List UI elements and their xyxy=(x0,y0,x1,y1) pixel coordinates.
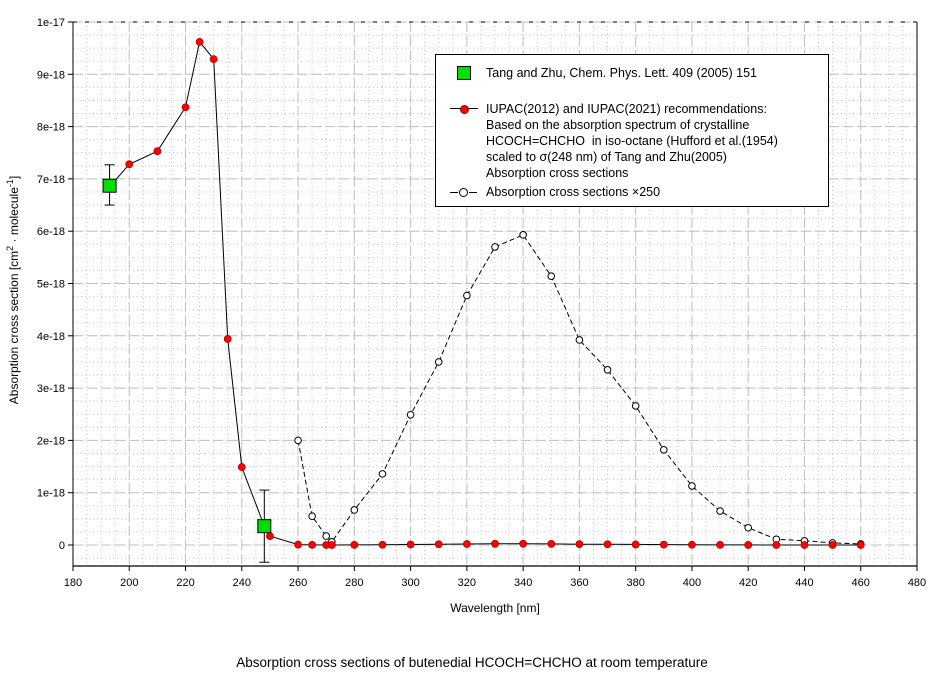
open-circle-marker xyxy=(434,358,443,366)
red-circle-marker xyxy=(659,540,668,549)
green-square-marker xyxy=(102,178,117,193)
y-tick-label: 8e-18 xyxy=(37,122,65,134)
red-circle-marker xyxy=(153,147,162,156)
x-tick-label: 380 xyxy=(626,577,644,589)
y-tick-label: 5e-18 xyxy=(37,279,65,291)
x-tick-label: 220 xyxy=(176,577,194,589)
open-circle-marker xyxy=(350,506,359,514)
x-axis-ticks: 180 200 220 240 260 280 300 320 340 360 380 400 420 4… xyxy=(64,566,926,589)
red-circle-marker xyxy=(378,540,387,549)
open-circle-marker xyxy=(631,402,640,410)
x-tick-label: 320 xyxy=(458,577,476,589)
red-circle-marker xyxy=(125,160,134,169)
y-tick-label: 1e-17 xyxy=(37,17,65,29)
y-tick-label: 1e-18 xyxy=(37,488,65,500)
legend-box: Tang and Zhu, Chem. Phys. Lett. 409 (200… xyxy=(435,54,829,207)
x-tick-label: 260 xyxy=(289,577,307,589)
open-circle-marker xyxy=(491,243,499,251)
open-circle-marker xyxy=(603,365,612,374)
legend-item-iupac: IUPAC(2012) and IUPAC(2021) recommendati… xyxy=(436,101,828,181)
legend-item-x250: Absorption cross sections ×250 xyxy=(436,184,828,200)
x-tick-label: 340 xyxy=(514,577,532,589)
series-iupac xyxy=(105,37,865,549)
series-tang-zhu xyxy=(102,164,272,563)
red-circle-marker xyxy=(800,541,809,549)
x-tick-label: 180 xyxy=(64,577,82,589)
open-circle-marker xyxy=(294,436,302,445)
red-circle-marker xyxy=(308,540,317,549)
red-circle-marker xyxy=(547,540,556,548)
open-circle-marker xyxy=(463,291,471,300)
open-circle-marker xyxy=(519,231,527,239)
red-circle-marker xyxy=(519,539,528,548)
red-circle-marker xyxy=(209,55,218,64)
y-tick-label: 6e-18 xyxy=(37,226,65,238)
open-circle-marker xyxy=(322,532,331,540)
open-circle-marker xyxy=(688,482,696,490)
open-circle-marker xyxy=(378,470,387,478)
y-tick-label: 9e-18 xyxy=(37,69,65,81)
red-circle-marker xyxy=(772,541,781,549)
red-circle-marker xyxy=(266,532,274,541)
red-circle-marker xyxy=(828,541,837,549)
x-tick-label: 300 xyxy=(401,577,419,589)
red-circle-marker xyxy=(350,540,359,549)
open-circle-marker xyxy=(308,512,316,521)
legend-label: IUPAC(2012) and IUPAC(2021) recommendati… xyxy=(486,102,778,180)
x-tick-label: 420 xyxy=(739,577,757,589)
green-square-marker-icon xyxy=(444,65,478,81)
red-circle-marker xyxy=(195,37,204,46)
red-circle-marker xyxy=(294,540,302,549)
open-circle-marker xyxy=(744,523,753,532)
red-circle-marker xyxy=(856,541,865,549)
red-circle-marker xyxy=(575,540,584,549)
series-x250-dashed xyxy=(294,231,865,548)
y-tick-label: 2e-18 xyxy=(37,435,65,447)
red-circle-marker xyxy=(603,540,612,549)
x-tick-label: 440 xyxy=(795,577,813,589)
red-circle-marker xyxy=(406,540,415,549)
open-circle-marker xyxy=(716,507,724,515)
open-circle-marker xyxy=(660,446,668,454)
y-tick-label: 3e-18 xyxy=(37,383,65,395)
x-axis-title: Wavelength [nm] xyxy=(450,601,540,615)
red-circle-marker xyxy=(716,540,724,549)
x-tick-label: 240 xyxy=(233,577,251,589)
red-circle-marker xyxy=(434,540,443,549)
open-circle-marker xyxy=(575,336,584,344)
open-circle-dashed-marker-icon xyxy=(444,184,478,200)
x-tick-label: 280 xyxy=(345,577,363,589)
x-tick-label: 400 xyxy=(683,577,701,589)
y-axis-ticks: 0 1e-18 2e-18 3e-18 4e-18 5e-18 6e-18 7e-18 8e-1… xyxy=(37,17,73,552)
red-circle-marker xyxy=(327,541,336,549)
red-circle-marker xyxy=(491,539,499,548)
x-tick-label: 480 xyxy=(908,577,926,589)
y-tick-label: 0 xyxy=(59,540,65,552)
legend-item-tang-zhu: Tang and Zhu, Chem. Phys. Lett. 409 (200… xyxy=(436,65,828,81)
red-circle-marker xyxy=(181,103,190,112)
x-tick-label: 460 xyxy=(852,577,870,589)
x-tick-label: 200 xyxy=(120,577,138,589)
red-circle-marker xyxy=(237,463,246,471)
y-tick-label: 7e-18 xyxy=(37,174,65,186)
red-circle-marker xyxy=(223,335,232,343)
red-circle-marker xyxy=(462,540,471,548)
red-circle-marker xyxy=(688,540,696,549)
open-circle-marker xyxy=(547,272,556,280)
red-circle-line-marker-icon xyxy=(444,101,478,117)
red-circle-marker xyxy=(631,540,640,549)
x-tick-label: 360 xyxy=(570,577,588,589)
legend-label: Absorption cross sections ×250 xyxy=(486,185,661,199)
open-circle-marker xyxy=(406,410,415,419)
red-circle-marker xyxy=(744,541,753,549)
chart-caption: Absorption cross sections of butenedial … xyxy=(236,655,708,670)
legend-label: Tang and Zhu, Chem. Phys. Lett. 409 (200… xyxy=(486,66,758,80)
y-tick-label: 4e-18 xyxy=(37,331,65,343)
green-square-marker xyxy=(257,519,272,534)
axes-frame xyxy=(72,21,918,567)
y-axis-title: Absorption cross section [cm2 · molecule… xyxy=(5,176,21,404)
